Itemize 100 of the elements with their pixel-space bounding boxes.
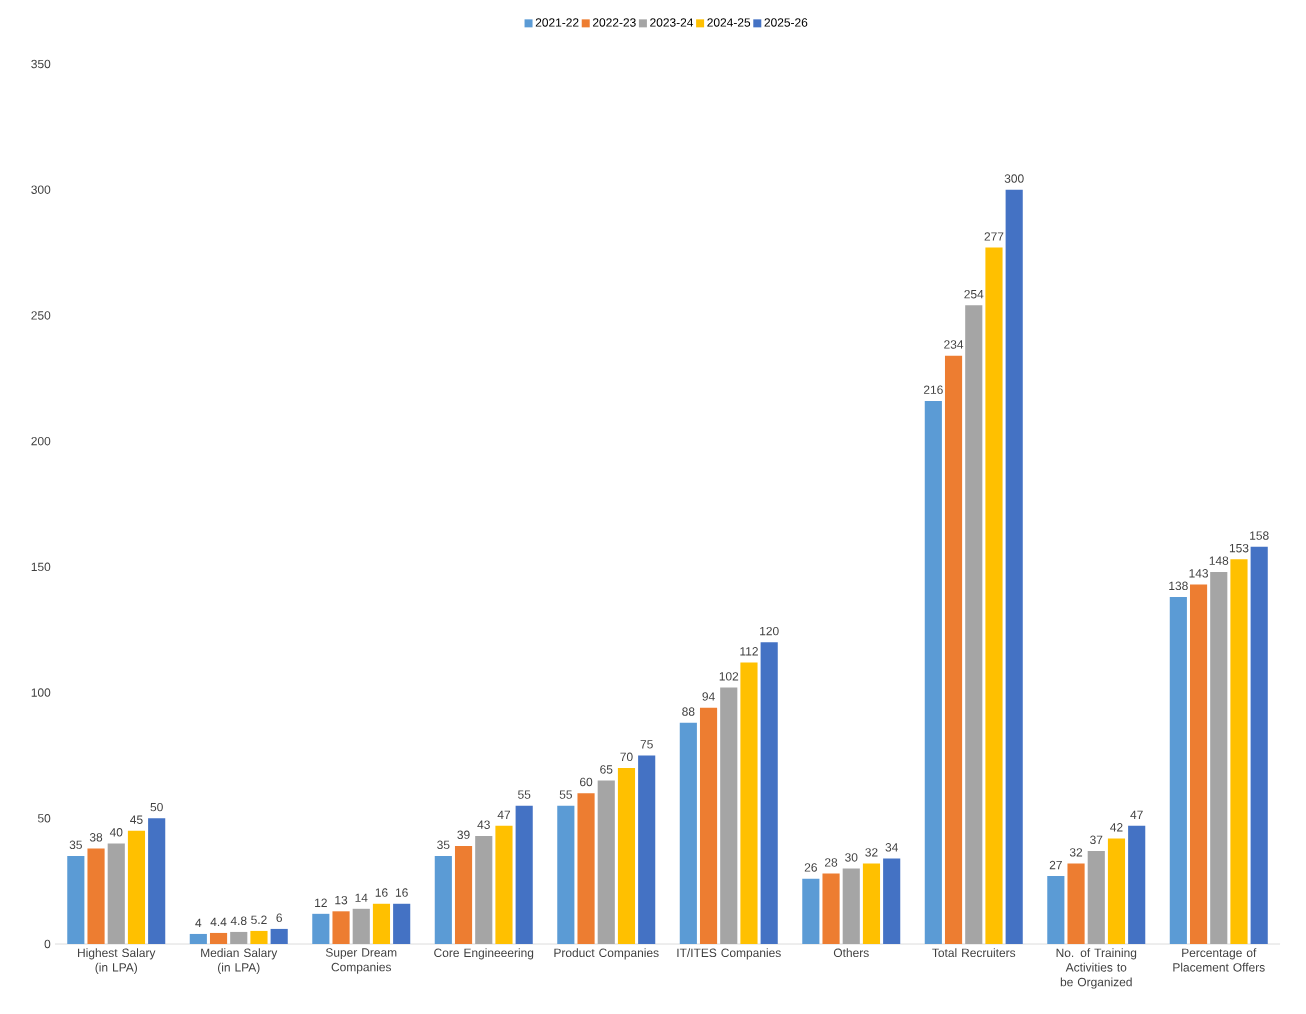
bar <box>638 755 656 944</box>
x-tick-label: Total Recruiters <box>932 948 1016 958</box>
y-tick-label: 350 <box>31 59 51 69</box>
bar <box>944 355 963 944</box>
y-tick-label: 0 <box>44 939 51 949</box>
data-label: 55 <box>559 790 572 799</box>
bar <box>67 856 85 944</box>
bar <box>617 768 636 944</box>
bar <box>842 868 860 944</box>
legend-label: 2024-25 <box>707 18 751 27</box>
data-label: 234 <box>944 340 964 349</box>
data-label: 45 <box>130 815 143 824</box>
data-label: 143 <box>1189 569 1208 578</box>
bar <box>332 911 350 944</box>
legend-label: 2022-23 <box>592 18 636 27</box>
y-tick-label: 200 <box>31 436 51 446</box>
bar <box>924 400 942 944</box>
bar <box>557 805 575 944</box>
data-label: 30 <box>845 853 858 862</box>
data-label: 65 <box>600 765 613 774</box>
bar <box>1128 825 1146 944</box>
x-tick-label: IT/ITES Companies <box>677 948 781 960</box>
x-tick-label: Percentage of Placement Offers <box>1173 948 1265 972</box>
x-tick-label: Highest Salary (in LPA) <box>78 948 156 974</box>
x-tick-label: Core Engineeering <box>434 948 534 960</box>
data-label: 4.4 <box>210 917 227 927</box>
data-label: 16 <box>375 888 388 897</box>
bar <box>862 863 881 944</box>
data-label: 42 <box>1110 823 1123 832</box>
bar <box>883 858 901 944</box>
bar <box>148 818 166 944</box>
legend-label: 2023-24 <box>650 18 694 27</box>
y-tick-label: 250 <box>31 311 51 320</box>
data-label: 14 <box>355 893 368 902</box>
data-label: 12 <box>315 898 327 907</box>
data-label: 26 <box>804 863 817 872</box>
bar <box>250 930 268 944</box>
bar <box>107 843 125 944</box>
data-label: 50 <box>150 802 163 812</box>
data-label: 28 <box>825 858 838 867</box>
data-label: 216 <box>923 385 943 394</box>
data-label: 277 <box>984 232 1004 241</box>
bar <box>965 305 983 944</box>
bar <box>393 903 411 944</box>
data-label: 75 <box>640 740 653 749</box>
data-label: 43 <box>477 820 490 829</box>
x-tick-label: Median Salary (in LPA) <box>201 948 278 974</box>
bar <box>312 913 330 944</box>
bar <box>822 873 840 944</box>
y-tick-label: 100 <box>31 688 51 697</box>
data-label: 37 <box>1090 835 1103 845</box>
bar <box>985 247 1003 944</box>
data-label: 55 <box>518 790 531 799</box>
bar <box>475 835 493 944</box>
bar <box>1107 838 1126 944</box>
x-tick-label: Others <box>833 948 869 958</box>
bar <box>1189 584 1208 944</box>
bar <box>679 722 697 944</box>
data-label: 34 <box>885 843 898 852</box>
bar <box>1210 571 1228 944</box>
x-tick-label: No. of Training Activities to be Organized <box>1056 948 1137 989</box>
data-label: 35 <box>69 840 82 850</box>
bar <box>1067 863 1085 944</box>
data-label: 148 <box>1209 556 1229 565</box>
bar <box>454 845 473 944</box>
y-tick-label: 50 <box>37 814 51 823</box>
data-label: 120 <box>760 626 779 636</box>
data-label: 112 <box>740 647 758 656</box>
data-label: 40 <box>109 828 123 837</box>
y-tick-label: 150 <box>31 562 51 572</box>
data-label: 158 <box>1250 531 1269 540</box>
data-label: 13 <box>335 895 348 905</box>
data-label: 6 <box>276 913 282 922</box>
bar <box>495 825 513 944</box>
bar <box>1250 546 1268 944</box>
data-label: 138 <box>1169 581 1188 591</box>
y-tick-label: 300 <box>31 185 51 194</box>
bar <box>577 793 595 944</box>
bar <box>209 932 228 944</box>
bar <box>372 903 391 944</box>
bar <box>760 642 778 944</box>
data-label: 32 <box>1069 848 1083 857</box>
data-label: 102 <box>719 672 739 681</box>
bar <box>1230 559 1248 944</box>
data-label: 16 <box>395 888 408 897</box>
bar <box>515 805 533 944</box>
bar <box>270 928 288 944</box>
bar <box>740 662 758 944</box>
x-tick-label: Product Companies <box>554 948 659 960</box>
bar <box>699 707 718 944</box>
data-label: 27 <box>1049 860 1062 870</box>
bar <box>1047 876 1065 944</box>
data-label: 60 <box>580 777 593 787</box>
data-label: 47 <box>497 810 511 819</box>
data-label: 94 <box>702 692 715 701</box>
bar <box>720 687 738 944</box>
data-label: 35 <box>437 840 450 850</box>
data-label: 254 <box>964 289 984 299</box>
data-label: 4 <box>195 918 202 928</box>
data-label: 300 <box>1004 174 1024 183</box>
